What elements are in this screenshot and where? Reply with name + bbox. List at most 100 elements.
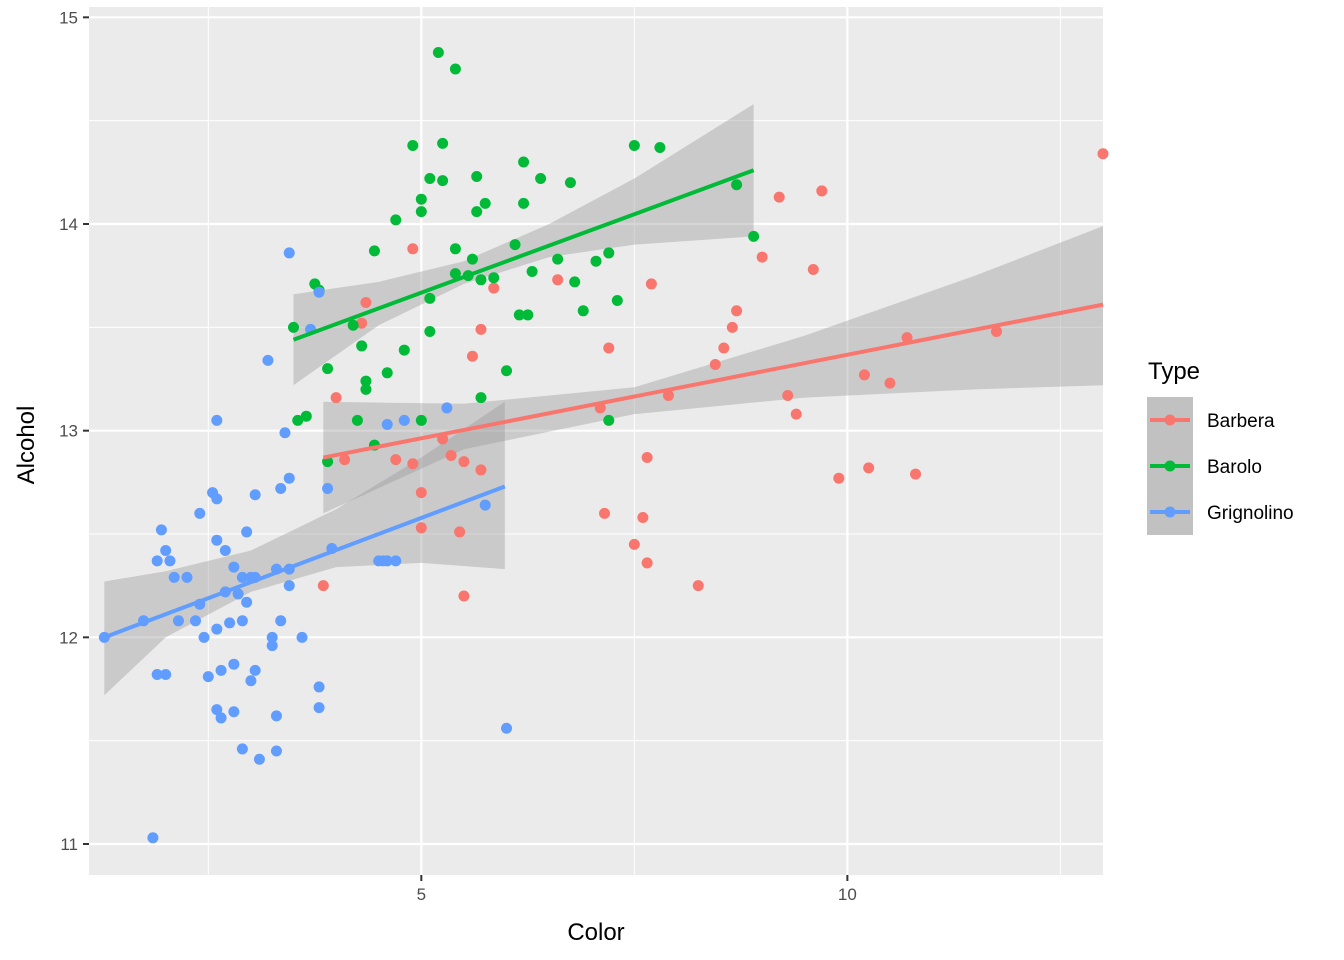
data-point-grignolino xyxy=(279,427,291,439)
data-point-barolo xyxy=(475,392,487,404)
data-point-barolo xyxy=(564,177,576,189)
data-point-barolo xyxy=(322,363,334,375)
data-point-barolo xyxy=(437,175,449,187)
confidence-band-grignolino xyxy=(104,401,505,696)
data-point-barolo xyxy=(475,274,487,286)
legend-label: Barolo xyxy=(1207,457,1262,478)
data-point-barolo xyxy=(360,375,372,387)
data-point-barolo xyxy=(381,367,393,379)
data-point-barolo xyxy=(488,272,500,284)
data-point-grignolino xyxy=(241,526,253,538)
data-point-grignolino xyxy=(296,631,308,643)
legend-key-point xyxy=(1164,460,1176,472)
data-point-barolo xyxy=(479,197,491,209)
y-axis-title: Alcohol xyxy=(13,406,40,485)
data-point-grignolino xyxy=(236,571,248,583)
data-point-barolo xyxy=(569,276,581,288)
data-point-barolo xyxy=(351,414,363,426)
data-point-grignolino xyxy=(390,555,402,567)
data-point-barbera xyxy=(603,342,615,354)
data-point-grignolino xyxy=(241,596,253,608)
confidence-band-barolo xyxy=(293,104,754,386)
confidence-bands xyxy=(104,104,1103,696)
data-point-grignolino xyxy=(228,561,240,573)
data-point-grignolino xyxy=(266,631,278,643)
data-point-grignolino xyxy=(190,615,202,627)
data-point-barbera xyxy=(458,590,470,602)
data-point-grignolino xyxy=(322,483,334,495)
data-point-grignolino xyxy=(215,712,227,724)
legend-title: Type xyxy=(1148,358,1200,385)
data-point-barbera xyxy=(641,557,653,569)
data-point-barbera xyxy=(790,408,802,420)
data-point-barbera xyxy=(726,321,738,333)
data-point-barbera xyxy=(407,458,419,470)
data-point-grignolino xyxy=(275,615,287,627)
data-point-barolo xyxy=(415,414,427,426)
data-point-grignolino xyxy=(211,414,223,426)
legend-label: Barbera xyxy=(1207,411,1275,432)
data-point-grignolino xyxy=(249,664,261,676)
legend-item-barolo: Barolo xyxy=(1147,443,1262,489)
data-point-barolo xyxy=(449,243,461,255)
data-point-barolo xyxy=(577,305,589,317)
data-point-grignolino xyxy=(236,615,248,627)
data-point-barolo xyxy=(471,170,483,182)
data-point-grignolino xyxy=(270,710,282,722)
data-point-barolo xyxy=(590,255,602,267)
data-point-barolo xyxy=(522,309,534,321)
data-point-barolo xyxy=(449,63,461,75)
y-tick-label: 14 xyxy=(59,215,78,234)
fit-line-grignolino xyxy=(103,484,506,640)
data-point-grignolino xyxy=(172,615,184,627)
data-point-barbera xyxy=(709,359,721,371)
data-point-grignolino xyxy=(381,555,393,567)
data-point-barolo xyxy=(424,292,436,304)
data-point-barbera xyxy=(901,332,913,344)
data-point-barolo xyxy=(628,139,640,151)
data-point-barbera xyxy=(807,263,819,275)
data-point-barbera xyxy=(718,342,730,354)
data-point-grignolino xyxy=(283,580,295,592)
plot-panel xyxy=(89,7,1103,875)
fit-line-barbera xyxy=(322,302,1104,460)
data-point-grignolino xyxy=(215,664,227,676)
data-point-barolo xyxy=(292,414,304,426)
data-point-grignolino xyxy=(224,617,236,629)
fit-lines xyxy=(103,168,1104,640)
data-point-grignolino xyxy=(198,631,210,643)
data-point-grignolino xyxy=(236,743,248,755)
data-point-barbera xyxy=(317,580,329,592)
legend-key-point xyxy=(1164,414,1176,426)
data-point-barolo xyxy=(611,294,623,306)
data-point-barolo xyxy=(347,319,359,331)
data-point-barolo xyxy=(535,173,547,185)
data-point-barolo xyxy=(731,179,743,191)
data-point-barolo xyxy=(300,410,312,422)
data-point-grignolino xyxy=(202,671,214,683)
x-axis-title: Color xyxy=(567,919,624,946)
confidence-band-barbera xyxy=(323,226,1103,514)
data-point-barbera xyxy=(339,454,351,466)
data-point-grignolino xyxy=(262,354,274,366)
data-point-grignolino xyxy=(151,555,163,567)
data-point-barolo xyxy=(748,230,760,242)
data-point-grignolino xyxy=(232,588,244,600)
data-point-barbera xyxy=(445,449,457,461)
data-point-barbera xyxy=(990,325,1002,337)
data-point-grignolino xyxy=(151,669,163,681)
data-point-barolo xyxy=(513,309,525,321)
legend-key-point xyxy=(1164,506,1176,518)
data-point-barbera xyxy=(641,452,653,464)
x-tick-label: 10 xyxy=(838,885,857,904)
data-point-grignolino xyxy=(211,704,223,716)
data-point-grignolino xyxy=(275,483,287,495)
data-point-barbera xyxy=(599,507,611,519)
legend-item-barbera: Barbera xyxy=(1147,397,1275,443)
data-point-grignolino xyxy=(168,571,180,583)
y-tick-labels: 11 12 13 14 15 xyxy=(59,8,78,854)
data-point-grignolino xyxy=(211,493,223,505)
data-point-barbera xyxy=(488,282,500,294)
data-point-barbera xyxy=(1097,148,1109,160)
